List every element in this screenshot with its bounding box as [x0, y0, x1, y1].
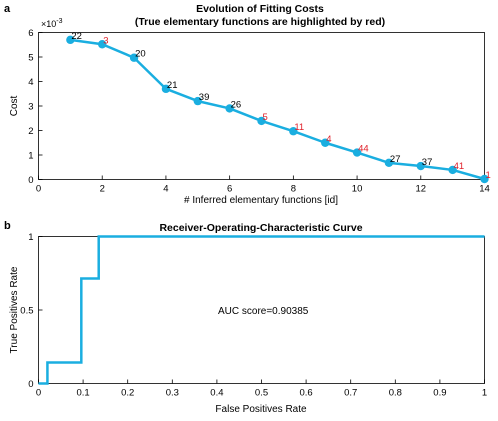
data-point	[289, 127, 298, 136]
x-tick-label: 14	[479, 184, 490, 195]
data-point-label: 4	[326, 134, 331, 145]
x-tick-label: 8	[291, 184, 296, 195]
data-point	[384, 158, 394, 168]
data-point	[257, 116, 266, 126]
data-point-label: 1	[486, 170, 491, 181]
x-tick-label: 12	[415, 184, 426, 195]
x-tick-label: 6	[227, 184, 232, 195]
data-point	[129, 53, 139, 62]
chart-a-y-ticks: 0 1 2 3 4 5 6	[28, 28, 43, 186]
x-tick-label: 0	[36, 184, 41, 195]
x-tick-label: 0.5	[255, 388, 268, 399]
data-point-label: 20	[135, 49, 146, 60]
chart-a-plot-area	[38, 32, 485, 180]
chart-a-ylabel: Cost	[9, 95, 20, 116]
y-tick-label: 5	[28, 53, 33, 64]
chart-b-xlabel: False Positives Rate	[215, 404, 307, 415]
x-tick-label: 10	[352, 184, 363, 195]
data-point	[161, 84, 171, 94]
y-tick-label: 1	[28, 232, 33, 243]
data-point-label: 26	[231, 99, 242, 110]
y-tick-label: 0	[28, 379, 33, 390]
panel-label-b: b	[4, 220, 11, 232]
chart-a-exponent-power: -3	[56, 18, 62, 25]
x-tick-label: 4	[163, 184, 168, 195]
data-point-label: 44	[358, 144, 369, 155]
data-point-label: 41	[454, 161, 465, 172]
chart-a-exponent: ×10-3	[41, 18, 63, 29]
chart-b-ylabel: True Positives Rate	[9, 266, 20, 353]
data-point	[352, 148, 362, 157]
data-point-label: 11	[294, 122, 304, 133]
chart-a-x-ticks: 0 2 4 6 8 10 12 14	[36, 175, 490, 195]
y-tick-label: 3	[28, 102, 33, 113]
data-point-label: 22	[71, 31, 82, 42]
x-tick-label: 0.3	[166, 388, 179, 399]
y-tick-label: 2	[28, 126, 33, 137]
data-point-label: 39	[199, 92, 210, 103]
data-point	[416, 161, 425, 171]
y-tick-label: 0.5	[20, 306, 33, 317]
y-tick-label: 0	[28, 175, 33, 186]
data-point	[321, 138, 330, 147]
data-point-label: 5	[263, 112, 268, 123]
x-tick-label: 0.6	[299, 388, 312, 399]
chart-b: b Receiver-Operating-Characteristic Curv…	[4, 220, 487, 415]
data-point	[98, 40, 107, 49]
data-point	[225, 104, 234, 113]
x-tick-label: 0.4	[210, 388, 223, 399]
data-point	[448, 165, 457, 175]
chart-a-xlabel: # Inferred elementary functions [id]	[184, 195, 338, 206]
x-tick-label: 0.7	[344, 388, 357, 399]
chart-a-exponent-base: ×10	[41, 19, 56, 29]
x-tick-label: 0.1	[76, 388, 89, 399]
chart-b-roc-curve	[38, 235, 485, 385]
x-tick-label: 0	[36, 388, 41, 399]
data-point	[66, 35, 75, 45]
data-point-label: 37	[422, 157, 433, 168]
chart-b-title: Receiver-Operating-Characteristic Curve	[159, 222, 362, 234]
data-point	[480, 174, 489, 184]
y-tick-label: 1	[28, 151, 33, 162]
chart-a: a Evolution of Fitting Costs (True eleme…	[4, 3, 491, 206]
chart-b-y-ticks: 00.51	[20, 232, 43, 390]
x-tick-label: 1	[482, 388, 487, 399]
chart-a-title: Evolution of Fitting Costs	[196, 3, 324, 15]
data-point-label: 27	[390, 154, 401, 165]
x-tick-label: 0.2	[121, 388, 134, 399]
y-tick-label: 4	[28, 77, 33, 88]
chart-b-annotation: AUC score=0.90385	[218, 306, 309, 317]
x-tick-label: 0.9	[433, 388, 446, 399]
chart-b-x-ticks: 0 0.1 0.2 0.3 0.4 0.5 0.6 0.7 0.8 0.9 1	[36, 379, 487, 399]
chart-a-points	[66, 35, 489, 184]
chart-a-subtitle: (True elementary functions are highlight…	[135, 16, 385, 28]
panel-label-a: a	[4, 3, 11, 15]
chart-a-series-line	[70, 38, 485, 181]
y-tick-label: 6	[28, 28, 33, 39]
data-point-label: 3	[103, 35, 108, 46]
x-tick-label: 2	[100, 184, 105, 195]
x-tick-label: 0.8	[389, 388, 402, 399]
data-point-label: 21	[167, 80, 178, 91]
data-point	[193, 96, 202, 106]
